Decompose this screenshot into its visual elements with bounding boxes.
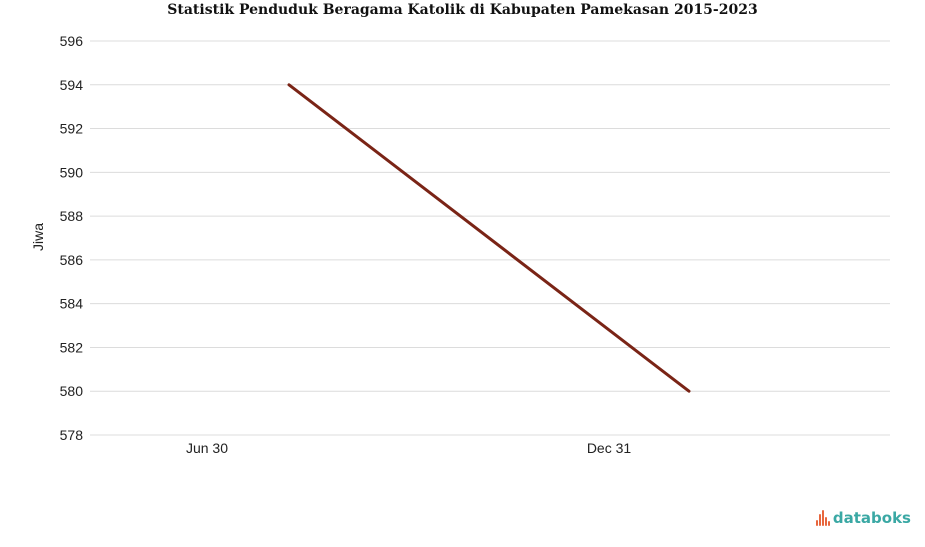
series-lines (287, 83, 691, 393)
chart-title: Statistik Penduduk Beragama Katolik di K… (167, 2, 758, 18)
gridlines (90, 40, 890, 436)
x-tick-label: Jun 30 (186, 440, 228, 456)
databoks-logo-icon (815, 510, 830, 526)
databoks-brand: databoks (815, 509, 911, 527)
y-tick-label: 578 (60, 427, 84, 443)
y-tick-label: 596 (60, 33, 84, 49)
y-tick-label: 588 (60, 208, 84, 224)
y-axis-title: Jiwa (30, 223, 46, 251)
y-tick-label: 590 (60, 164, 84, 180)
y-tick-label: 586 (60, 252, 84, 268)
y-axis-ticks: 578 580 582 584 586 588 590 592 594 596 (60, 33, 84, 443)
y-tick-label: 580 (60, 383, 84, 399)
y-tick-label: 584 (60, 296, 84, 312)
brand-name: databoks (832, 509, 911, 527)
y-tick-label: 592 (60, 121, 84, 137)
y-tick-label: 594 (60, 77, 84, 93)
y-tick-label: 582 (60, 339, 84, 355)
series-line (287, 83, 691, 393)
x-tick-label: Dec 31 (587, 440, 632, 456)
x-axis-ticks: Jun 30 Dec 31 (186, 440, 631, 456)
